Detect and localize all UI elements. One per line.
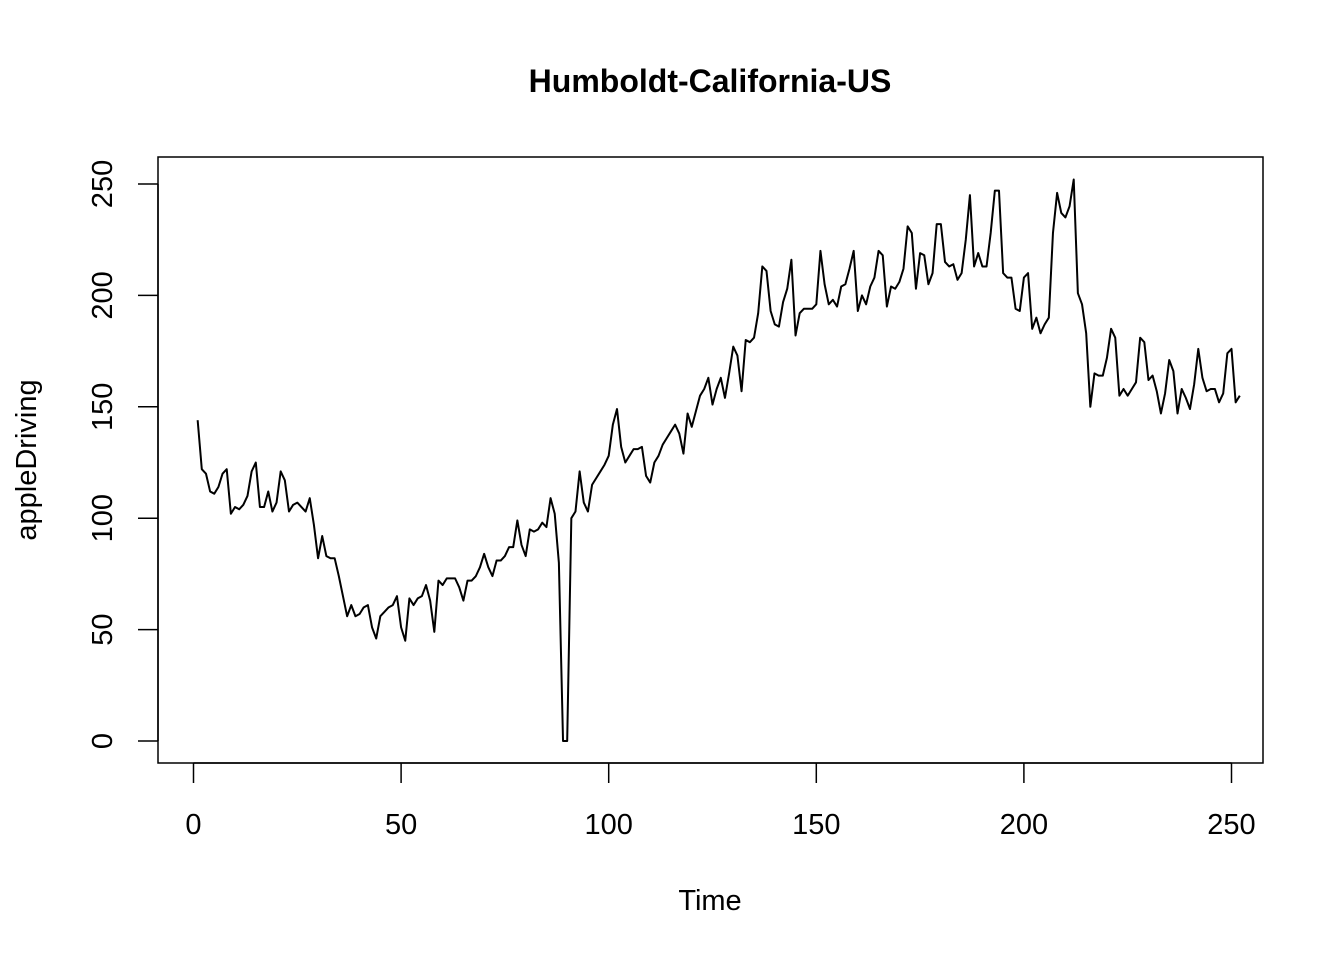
x-axis-label: Time <box>678 885 741 917</box>
x-tick-label: 100 <box>585 809 633 841</box>
series-layer <box>196 178 1241 742</box>
series-line <box>196 178 1241 742</box>
y-tick-label: 100 <box>87 494 119 542</box>
y-tick-label: 200 <box>87 271 119 319</box>
x-tick-label: 0 <box>185 809 201 841</box>
x-tick-label: 50 <box>385 809 417 841</box>
chart-title: Humboldt-California-US <box>529 63 892 99</box>
plot-frame <box>157 156 1264 764</box>
y-tick-label: 50 <box>87 613 119 645</box>
x-tick-label: 150 <box>792 809 840 841</box>
y-axis: 0 50 100 150 200 250 <box>87 160 159 749</box>
y-tick-label: 0 <box>87 733 119 749</box>
y-tick-label: 150 <box>87 383 119 431</box>
y-tick-label: 250 <box>87 160 119 208</box>
x-axis: 0 50 100 150 200 250 <box>185 762 1256 841</box>
x-tick-label: 200 <box>1000 809 1048 841</box>
x-tick-label: 250 <box>1207 809 1255 841</box>
y-axis-label: appleDriving <box>11 379 43 540</box>
